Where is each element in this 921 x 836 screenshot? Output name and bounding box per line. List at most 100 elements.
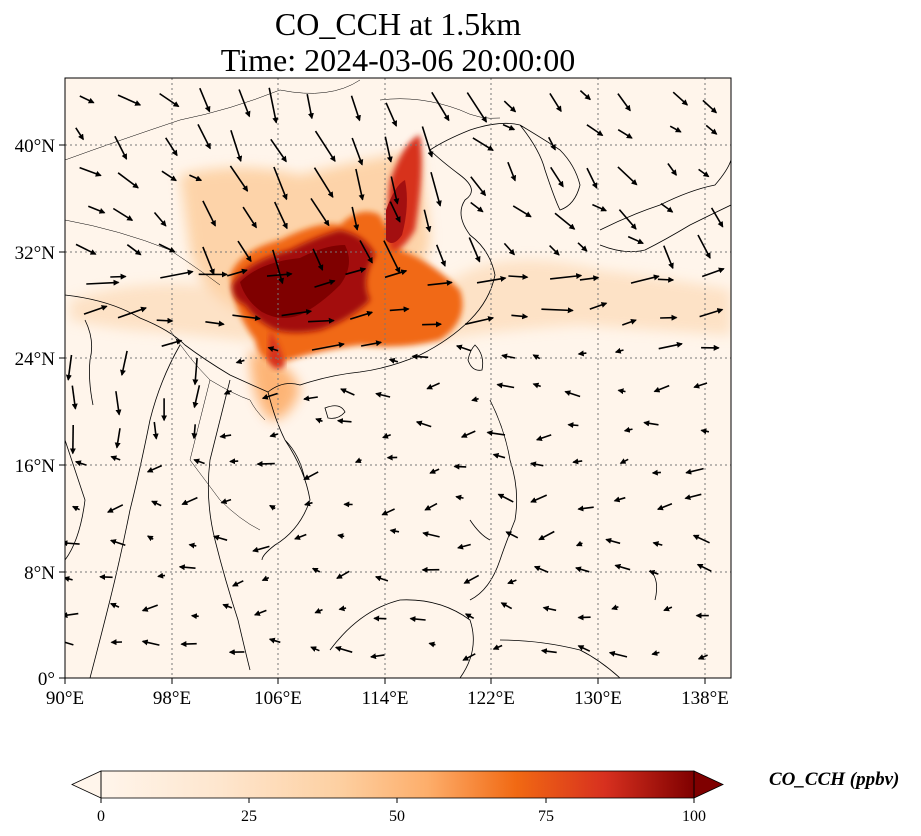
wind-arrow xyxy=(153,211,167,227)
wind-arrow xyxy=(268,637,281,644)
wind-arrow xyxy=(550,273,583,280)
wind-arrow xyxy=(158,243,176,253)
wind-arrow xyxy=(109,539,126,546)
wind-arrow xyxy=(511,313,529,320)
wind-arrow xyxy=(663,605,673,612)
wind-arrow xyxy=(193,458,205,465)
lat-tick-label: 24°N xyxy=(15,349,56,370)
wind-arrow xyxy=(75,127,84,141)
wind-arrow xyxy=(312,248,324,271)
wind-arrow xyxy=(256,460,275,467)
wind-arrow xyxy=(268,87,279,124)
wind-arrow xyxy=(564,390,581,398)
wind-arrow xyxy=(381,508,395,516)
wind-arrow xyxy=(192,358,199,386)
wind-arrow xyxy=(270,138,287,163)
wind-arrow xyxy=(114,428,121,449)
wind-arrow xyxy=(337,533,345,540)
wind-arrow xyxy=(180,641,197,648)
wind-arrow xyxy=(429,468,440,474)
wind-arrow xyxy=(577,350,587,357)
wind-arrow xyxy=(220,498,232,505)
wind-arrow xyxy=(535,434,552,442)
wind-arrow xyxy=(605,537,621,545)
wind-arrow xyxy=(614,347,624,354)
wind-arrow xyxy=(471,396,479,403)
wind-arrow xyxy=(117,306,147,319)
wind-arrow xyxy=(188,542,197,549)
wind-arrow xyxy=(269,504,276,511)
wind-arrow xyxy=(415,420,432,428)
wind-arrow xyxy=(360,340,383,347)
wind-arrow xyxy=(336,570,350,579)
wind-arrow xyxy=(160,269,194,279)
wind-arrow xyxy=(541,307,574,314)
wind-arrow xyxy=(455,344,472,352)
wind-arrow xyxy=(303,471,319,481)
wind-arrow xyxy=(314,279,336,288)
wind-arrow xyxy=(232,580,244,587)
wind-arrow xyxy=(269,431,279,438)
wind-arrow xyxy=(503,242,515,256)
wind-arrow xyxy=(549,92,562,113)
wind-arrow xyxy=(202,200,217,227)
wind-arrow xyxy=(651,650,660,656)
wind-arrow xyxy=(455,494,464,501)
wind-arrow xyxy=(532,354,541,361)
wind-arrow xyxy=(627,235,644,245)
wind-arrow xyxy=(389,201,401,223)
wind-arrow xyxy=(700,428,710,435)
wind-arrow xyxy=(470,201,484,213)
wind-arrow xyxy=(507,578,517,585)
wind-arrow xyxy=(120,350,128,376)
wind-arrow xyxy=(192,385,201,409)
lat-tick-label: 8°N xyxy=(24,563,55,584)
wind-arrow xyxy=(338,605,347,612)
map-subtitle: Time: 2024-03-06 20:00:00 xyxy=(220,42,576,78)
wind-arrow xyxy=(110,273,127,280)
wind-arrow xyxy=(653,384,670,393)
wind-arrow xyxy=(705,124,718,135)
wind-arrow xyxy=(468,237,481,263)
lon-tick-label: 90°E xyxy=(46,688,84,709)
wind-arrow xyxy=(161,170,177,182)
wind-arrow xyxy=(702,99,718,114)
wind-arrow xyxy=(389,306,410,313)
wind-arrow xyxy=(311,341,345,351)
wind-arrow xyxy=(152,421,159,440)
wind-arrow xyxy=(466,92,488,123)
wind-arrow xyxy=(383,240,401,274)
wind-arrow xyxy=(351,137,364,166)
lon-tick-label: 122°E xyxy=(467,688,515,709)
wind-arrow xyxy=(575,566,590,573)
wind-arrow xyxy=(99,574,113,580)
axis-ticks xyxy=(59,144,706,684)
wind-arrow xyxy=(355,168,365,201)
wind-arrow xyxy=(618,209,637,230)
wind-arrow xyxy=(431,91,450,122)
colorbar-tick-label: 0 xyxy=(97,808,105,825)
wind-arrow xyxy=(219,432,232,439)
wind-arrow xyxy=(538,530,555,541)
lon-tick-label: 98°E xyxy=(153,688,191,709)
wind-arrow xyxy=(500,602,513,610)
wind-arrow xyxy=(151,500,162,507)
lon-tick-label: 106°E xyxy=(254,688,302,709)
wind-arrow xyxy=(643,420,659,427)
wind-arrow xyxy=(237,240,252,263)
wind-arrow xyxy=(572,458,583,465)
wind-arrow xyxy=(261,392,278,400)
wind-arrow xyxy=(223,389,232,395)
colorbar-tick-label: 100 xyxy=(682,808,706,825)
wind-arrow xyxy=(281,308,313,317)
wind-arrow xyxy=(503,100,517,113)
wind-arrow xyxy=(165,137,178,157)
wind-arrow xyxy=(462,653,476,661)
wind-arrow xyxy=(252,545,270,553)
wind-arrow xyxy=(189,174,203,182)
lat-tick-labels: 0° 8°N 16°N 24°N 32°N 40°N xyxy=(15,136,56,690)
wind-arrow xyxy=(496,382,515,389)
wind-arrow xyxy=(190,613,199,620)
wind-arrow xyxy=(109,602,120,609)
wind-arrow xyxy=(611,604,619,611)
